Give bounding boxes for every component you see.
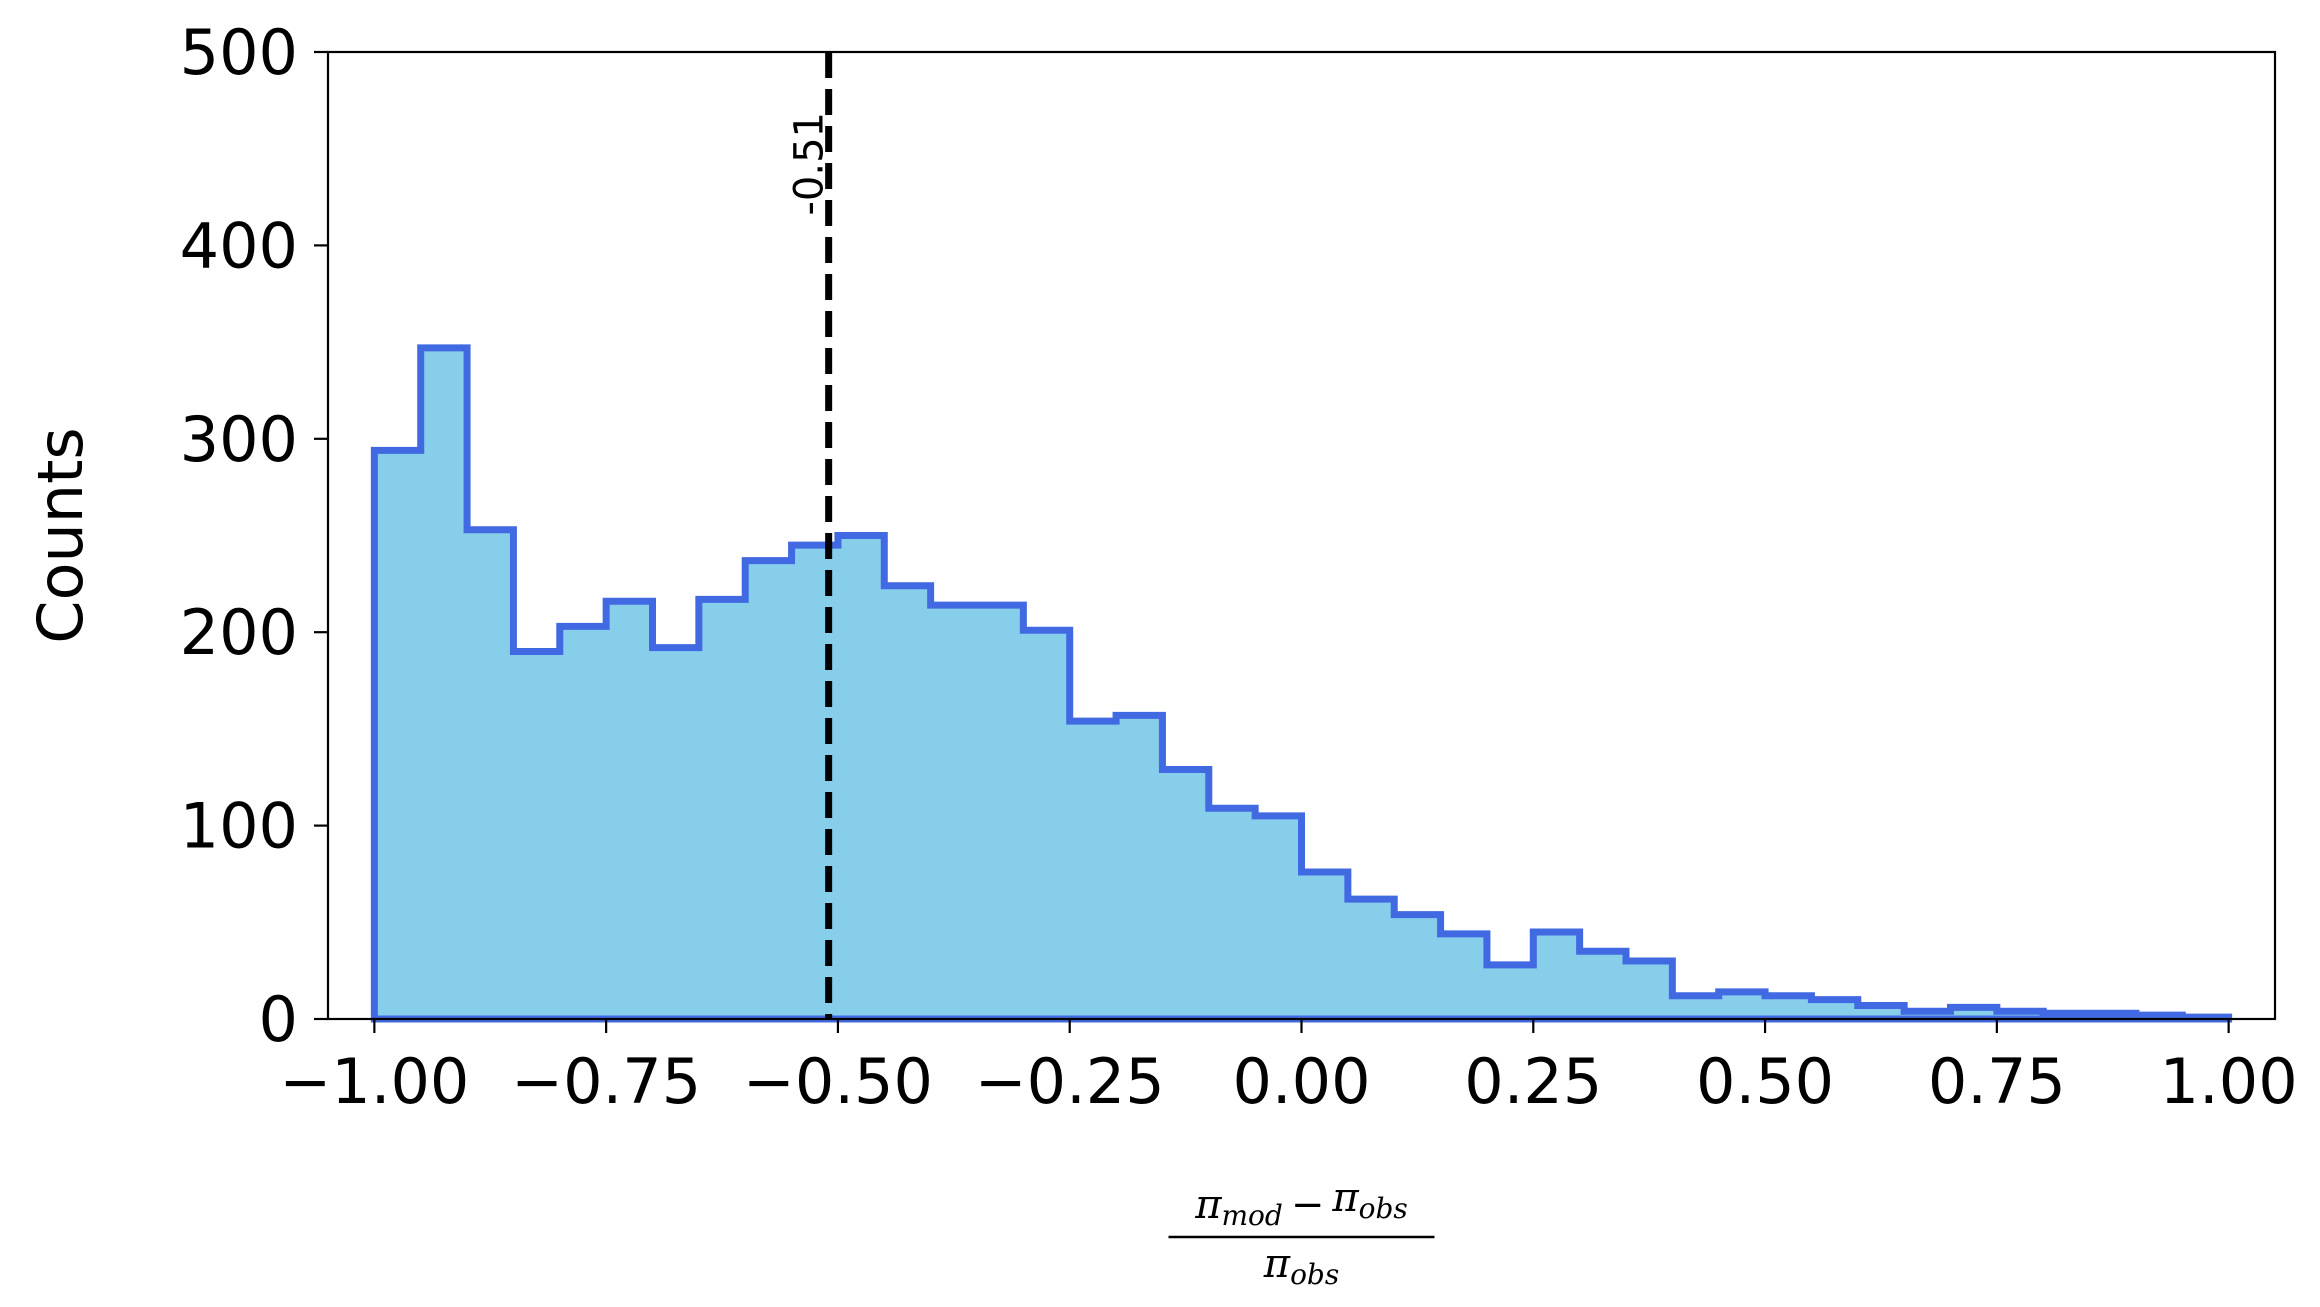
numerator-symbol: π	[1194, 1182, 1222, 1228]
median-marker: -0.51	[787, 52, 833, 1019]
histogram-bar	[745, 560, 793, 1019]
x-tick-label: 0.50	[1696, 1045, 1834, 1118]
histogram-bar	[977, 605, 1024, 1019]
histogram-bar	[1533, 931, 1581, 1019]
histogram-bar	[930, 605, 978, 1019]
histogram-bar	[1579, 951, 1627, 1019]
denominator-symbol: π	[1263, 1241, 1291, 1287]
histogram-bar	[1208, 808, 1256, 1019]
x-axis-title-numerator: πmod − πobs	[1194, 1175, 1408, 1232]
y-tick-label: 200	[180, 596, 298, 669]
histogram-bar	[1347, 899, 1395, 1019]
x-tick-label: −0.50	[743, 1045, 933, 1118]
histogram-outline	[370, 344, 2233, 1023]
y-tick-label: 400	[180, 209, 298, 282]
histogram-bar	[1023, 630, 1071, 1019]
histogram-bar	[1904, 1011, 1952, 1019]
y-tick-label: 0	[259, 983, 298, 1056]
histogram-bar	[513, 651, 561, 1019]
x-tick-label: 1.00	[2160, 1045, 2298, 1118]
numerator-symbol: π	[1331, 1175, 1359, 1221]
x-tick-label: 0.00	[1232, 1045, 1370, 1118]
histogram-bar	[1672, 995, 1720, 1019]
x-tick-label: −0.25	[975, 1045, 1165, 1118]
histogram-bar	[1486, 964, 1534, 1019]
histogram-bar	[1116, 715, 1164, 1019]
histogram-bar	[1162, 769, 1210, 1019]
histogram-bar	[1069, 721, 1117, 1019]
histogram-bar	[1718, 991, 1766, 1019]
histogram-bar	[606, 601, 654, 1019]
denominator-subscript: obs	[1290, 1258, 1339, 1291]
histogram-bar	[374, 450, 422, 1019]
numerator-subscript: mod	[1221, 1199, 1282, 1232]
y-axis-title: Counts	[24, 427, 97, 643]
histogram-bar	[652, 647, 700, 1019]
histogram-bars	[370, 344, 2233, 1023]
histogram-bar	[1255, 815, 1303, 1019]
x-tick-label: −0.75	[511, 1045, 701, 1118]
median-label: -0.51	[787, 112, 833, 216]
histogram-bar	[1765, 995, 1813, 1019]
y-tick-label: 300	[180, 403, 298, 476]
histogram-bar	[1996, 1011, 2044, 1019]
histogram-bar	[1626, 960, 1673, 1019]
x-tick-label: 0.75	[1928, 1045, 2066, 1118]
histogram-bar	[1301, 872, 1349, 1019]
histogram-bar	[1950, 1007, 1998, 1019]
x-tick-label: 0.25	[1464, 1045, 1602, 1118]
numerator-operator: −	[1291, 1182, 1325, 1228]
numerator-subscript: obs	[1359, 1192, 1408, 1225]
histogram-bar	[420, 347, 468, 1020]
x-tick-label: −1.00	[279, 1045, 469, 1118]
y-tick-label: 100	[180, 790, 298, 863]
histogram-bar	[1440, 933, 1488, 1019]
histogram-bar	[884, 585, 932, 1019]
axes: −1.00 −0.75 −0.50 −0.25 0.00 0.25 0.50 0.75 1.00…	[180, 16, 2298, 1118]
histogram-bar	[467, 529, 515, 1019]
y-tick-label: 500	[180, 16, 298, 89]
x-axis-title-denominator: πobs	[1263, 1241, 1339, 1291]
histogram-bar	[1394, 914, 1442, 1019]
histogram-bar	[559, 626, 607, 1019]
histogram-bar	[698, 599, 746, 1019]
histogram-bar	[837, 535, 885, 1019]
histogram-bar	[1811, 999, 1859, 1019]
